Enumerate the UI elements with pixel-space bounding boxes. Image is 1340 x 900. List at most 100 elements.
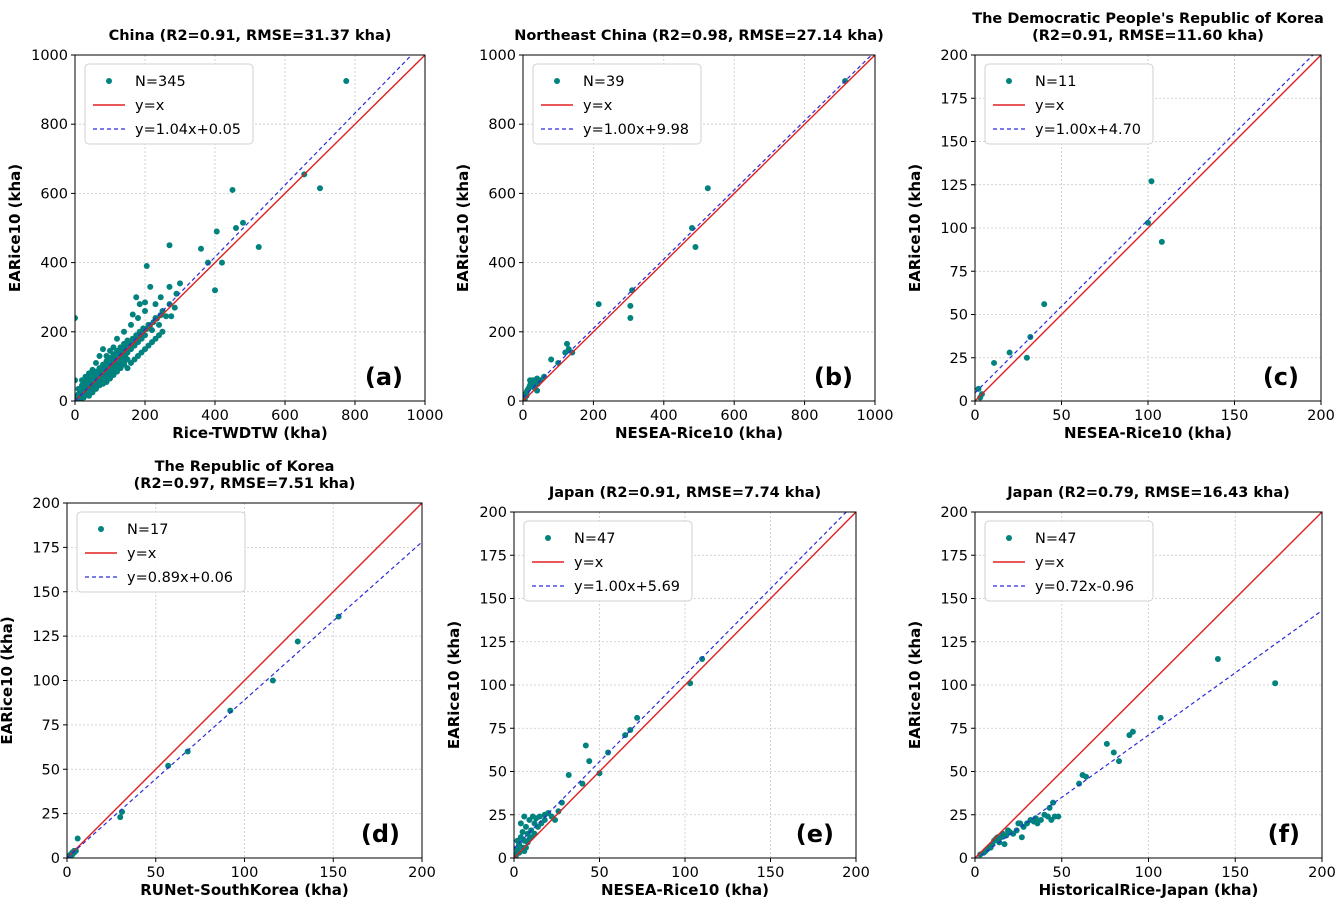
data-point xyxy=(527,377,534,384)
data-point xyxy=(233,225,239,231)
y-tick-label: 0 xyxy=(507,394,516,410)
panel-label: (b) xyxy=(814,363,853,391)
y-tick-label: 150 xyxy=(32,585,60,601)
x-tick-label: 100 xyxy=(1134,408,1162,424)
legend-entry: y=1.04x+0.05 xyxy=(135,122,241,138)
y-tick-label: 150 xyxy=(940,592,968,608)
y-tick-label: 25 xyxy=(950,808,968,824)
data-point xyxy=(133,294,140,301)
x-tick-label: 400 xyxy=(650,408,678,424)
x-tick-label: 200 xyxy=(580,408,608,424)
legend-entry: N=11 xyxy=(1035,74,1076,90)
data-point xyxy=(1004,827,1011,834)
x-tick-label: 200 xyxy=(1308,865,1336,881)
y-tick-label: 50 xyxy=(42,762,60,778)
legend-entry: N=39 xyxy=(583,74,624,90)
x-tick-label: 200 xyxy=(131,408,159,424)
points-group xyxy=(514,656,706,858)
x-tick-label: 100 xyxy=(1135,865,1163,881)
panel-label: (e) xyxy=(796,820,834,848)
data-point xyxy=(1110,749,1117,756)
legend: N=11 y=x y=1.00x+4.70 xyxy=(984,63,1154,145)
fit-line xyxy=(523,55,873,398)
y-tick-label: 200 xyxy=(940,48,968,64)
x-tick-label: 0 xyxy=(970,865,979,881)
points-group xyxy=(75,77,350,401)
y-tick-label: 0 xyxy=(959,851,968,867)
data-point xyxy=(595,301,602,308)
y-tick-label: 50 xyxy=(950,765,968,781)
data-point xyxy=(110,344,117,351)
data-point xyxy=(514,849,521,856)
y-tick-label: 150 xyxy=(940,135,968,151)
y-tick-label: 75 xyxy=(42,718,60,734)
y-tick-label: 50 xyxy=(489,765,507,781)
y-tick-label: 25 xyxy=(42,807,60,823)
data-point xyxy=(198,245,204,252)
legend-entry: y=0.72x-0.96 xyxy=(1035,579,1134,595)
x-tick-label: 400 xyxy=(201,408,229,424)
y-tick-label: 0 xyxy=(51,851,60,867)
chart-title: Japan (R2=0.91, RMSE=7.74 kha) xyxy=(548,485,821,501)
identity-line xyxy=(514,512,856,858)
legend-box xyxy=(984,63,1154,145)
chart-title: (R2=0.97, RMSE=7.51 kha) xyxy=(134,476,356,492)
x-axis-label: RUNet-SouthKorea (kha) xyxy=(140,881,349,899)
data-point xyxy=(1158,238,1165,245)
data-point xyxy=(596,770,603,777)
x-tick-label: 50 xyxy=(1053,865,1071,881)
y-tick-label: 800 xyxy=(40,117,68,133)
legend-box xyxy=(984,520,1154,602)
y-tick-label: 600 xyxy=(40,186,68,202)
legend-marker-points xyxy=(545,535,551,541)
data-point xyxy=(152,301,159,308)
data-point xyxy=(579,780,586,787)
data-point xyxy=(1046,804,1053,811)
data-point xyxy=(1001,841,1008,848)
y-tick-label: 100 xyxy=(32,674,60,690)
x-tick-label: 200 xyxy=(842,865,870,881)
legend-entry: N=17 xyxy=(127,522,168,538)
legend: N=17 y=x y=0.89x+0.06 xyxy=(76,511,246,593)
fit-line xyxy=(67,541,422,858)
panel-label: (f) xyxy=(1268,820,1300,848)
data-point xyxy=(166,283,173,290)
chart-title: China (R2=0.91, RMSE=31.37 kha) xyxy=(109,28,392,44)
legend-entry: y=1.00x+4.70 xyxy=(1035,122,1141,138)
x-tick-label: 200 xyxy=(1307,408,1335,424)
data-point xyxy=(184,748,191,755)
data-point xyxy=(536,813,543,820)
y-tick-label: 200 xyxy=(40,325,68,341)
data-point xyxy=(991,359,998,366)
y-tick-label: 125 xyxy=(32,629,60,645)
identity-line xyxy=(975,55,1321,401)
x-axis-label: HistoricalRice-Japan (kha) xyxy=(1039,881,1259,899)
x-tick-label: 150 xyxy=(1221,865,1249,881)
data-point xyxy=(699,656,706,663)
data-point xyxy=(1214,656,1221,663)
data-point xyxy=(555,808,562,815)
legend-marker-points xyxy=(1006,535,1012,541)
data-point xyxy=(128,321,134,328)
subplot-e: 0 50 100 150 200 0 25 50 75 100 125 150 175 200 NESEA-… xyxy=(445,485,870,899)
legend-marker-points xyxy=(106,78,112,84)
y-tick-label: 0 xyxy=(59,394,68,410)
y-tick-label: 200 xyxy=(940,505,968,521)
legend-marker-points xyxy=(1006,78,1012,84)
data-point xyxy=(72,847,79,854)
data-point xyxy=(75,377,78,384)
chart-title: Northeast China (R2=0.98, RMSE=27.14 kha… xyxy=(514,28,884,44)
data-point xyxy=(1023,354,1030,361)
data-point xyxy=(523,392,530,399)
data-point xyxy=(704,185,711,192)
legend-entry: y=x xyxy=(583,98,613,114)
legend-entry: y=x xyxy=(574,555,604,571)
data-point xyxy=(1041,301,1048,308)
data-point xyxy=(240,219,246,226)
panel-label: (c) xyxy=(1263,363,1299,391)
y-tick-label: 125 xyxy=(940,635,968,651)
data-point xyxy=(565,771,572,778)
data-point xyxy=(1103,740,1110,747)
data-point xyxy=(692,244,699,251)
legend: N=47 y=x y=1.00x+5.69 xyxy=(523,520,693,602)
